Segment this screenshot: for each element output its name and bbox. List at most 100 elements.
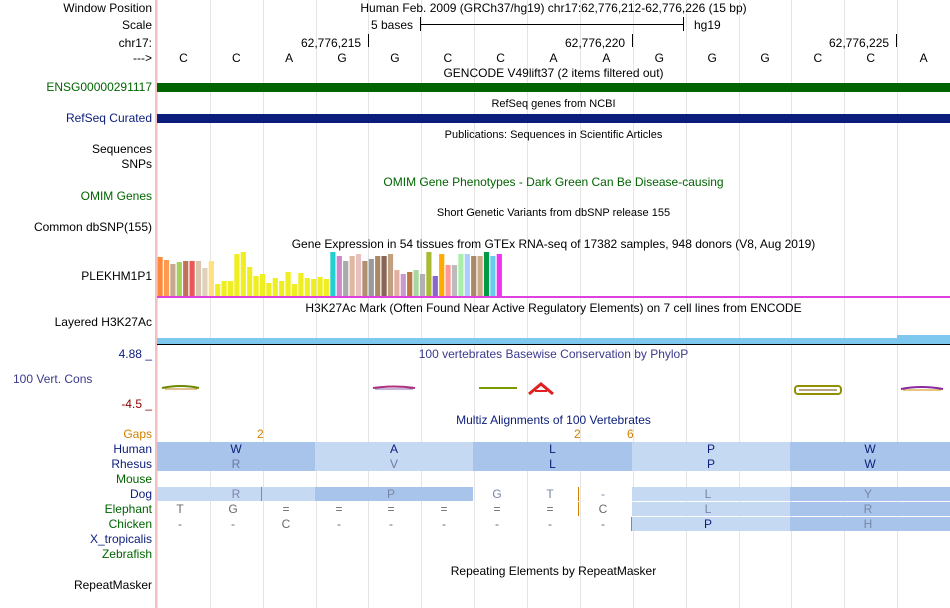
gencode-gene-bar[interactable] (157, 83, 950, 92)
gtex-bar-31[interactable] (349, 256, 355, 296)
gtex-bar-18[interactable] (266, 283, 272, 296)
gtex-bar-32[interactable] (355, 254, 362, 296)
ruler-position-2: 62,776,220 (565, 36, 626, 50)
gtex-bar-38[interactable] (394, 270, 400, 296)
gtex-bar-39[interactable] (400, 274, 406, 296)
gtex-bar-42[interactable] (419, 274, 426, 296)
gtex-bar-1[interactable] (157, 257, 163, 296)
gap-count-2: 2 (574, 427, 581, 441)
elephant-char-3: = (282, 502, 290, 516)
gtex-bar-21[interactable] (285, 272, 291, 296)
omim-track-title: OMIM Gene Phenotypes - Dark Green Can Be… (383, 175, 724, 189)
dog-codon-4 (632, 487, 790, 501)
human-codon-5 (790, 442, 950, 457)
species-label-rhesus[interactable]: Rhesus (111, 457, 152, 471)
cons-track-title: 100 vertebrates Basewise Conservation by… (418, 347, 689, 361)
gtex-bar-27[interactable] (323, 279, 330, 296)
elephant-char-5: = (387, 502, 395, 516)
gencode-gene-label[interactable]: ENSG00000291117 (46, 80, 152, 94)
gtex-bar-54[interactable] (496, 254, 502, 296)
human-aa-3: L (549, 442, 556, 456)
gtex-bar-44[interactable] (432, 276, 438, 296)
base-14: C (866, 51, 876, 65)
gtex-bar-4[interactable] (176, 262, 182, 296)
gtex-bar-22[interactable] (291, 284, 298, 296)
gtex-bar-34[interactable] (368, 259, 374, 296)
species-label-mouse[interactable]: Mouse (115, 472, 152, 486)
base-3: A (285, 51, 294, 65)
gtex-bar-14[interactable] (240, 252, 246, 296)
species-label-elephant[interactable]: Elephant (104, 502, 152, 516)
chicken-char-9: - (601, 517, 605, 531)
base-15: A (919, 51, 928, 65)
gtex-bar-chart[interactable] (157, 252, 557, 296)
species-label-chicken[interactable]: Chicken (108, 517, 152, 531)
gtex-bar-2[interactable] (163, 260, 170, 296)
gtex-bar-45[interactable] (439, 254, 445, 296)
elephant-char-10: L (704, 502, 712, 516)
scale-db: hg19 (694, 18, 721, 32)
elephant-char-4: = (335, 502, 343, 516)
gtex-bar-11[interactable] (221, 281, 227, 296)
gtex-bar-29[interactable] (336, 256, 342, 296)
dbsnp-track-title: Short Genetic Variants from dbSNP releas… (436, 207, 671, 219)
rhesus-aa-1: R (231, 457, 241, 471)
gtex-bar-49[interactable] (464, 254, 470, 296)
gtex-bar-41[interactable] (413, 270, 419, 296)
gtex-bar-10[interactable] (215, 284, 221, 296)
gtex-bar-51[interactable] (477, 256, 483, 296)
gtex-bar-35[interactable] (375, 256, 381, 296)
cons-logo-g1 (372, 385, 416, 390)
human-aa-5: W (864, 442, 876, 456)
rhesus-codon-2 (315, 457, 473, 471)
gtex-bar-5[interactable] (183, 261, 189, 296)
dog-aa-6: L (704, 487, 712, 501)
insert-marker-2 (578, 487, 579, 501)
refseq-gene-bar[interactable] (157, 114, 950, 123)
gtex-bar-9[interactable] (208, 261, 214, 296)
refseq-label[interactable]: RefSeq Curated (65, 111, 152, 125)
gtex-bar-3[interactable] (170, 264, 176, 296)
gtex-bar-36[interactable] (381, 256, 387, 296)
refseq-track-title: RefSeq genes from NCBI (491, 98, 616, 110)
window-position-label: Window Position (63, 1, 152, 15)
gtex-bar-50[interactable] (471, 256, 477, 296)
gtex-bar-46[interactable] (445, 265, 451, 296)
omim-label: OMIM Genes (80, 189, 152, 203)
species-label-dog[interactable]: Dog (129, 487, 152, 501)
gtex-bar-33[interactable] (362, 261, 368, 296)
gtex-bar-20[interactable] (279, 281, 285, 296)
gtex-bar-16[interactable] (253, 276, 259, 296)
gtex-bar-28[interactable] (330, 252, 336, 296)
rhesus-aa-3: L (549, 457, 556, 471)
gtex-bar-53[interactable] (490, 256, 496, 296)
gtex-bar-30[interactable] (343, 261, 349, 296)
species-label-zebrafish[interactable]: Zebrafish (101, 547, 152, 561)
gtex-bar-23[interactable] (298, 273, 304, 296)
gtex-bar-15[interactable] (247, 267, 253, 296)
gtex-bar-25[interactable] (311, 279, 317, 296)
gtex-bar-48[interactable] (458, 254, 464, 296)
gtex-bar-19[interactable] (272, 278, 278, 296)
gtex-bar-40[interactable] (407, 272, 413, 296)
gtex-bar-17[interactable] (259, 274, 266, 296)
dog-codon-2 (315, 487, 473, 501)
gtex-bar-24[interactable] (304, 278, 310, 296)
gtex-bar-8[interactable] (202, 268, 208, 296)
gtex-bar-12[interactable] (227, 281, 234, 296)
gtex-bar-7[interactable] (195, 261, 202, 296)
gtex-bar-13[interactable] (234, 254, 240, 296)
species-label-human[interactable]: Human (113, 442, 152, 456)
gap-count-3: 6 (627, 427, 634, 441)
base-13: C (813, 51, 823, 65)
gtex-bar-47[interactable] (451, 265, 458, 296)
species-label-x-tropicalis[interactable]: X_tropicalis (89, 532, 152, 546)
gtex-bar-37[interactable] (387, 254, 394, 296)
gtex-bar-52[interactable] (483, 252, 490, 296)
gtex-bar-26[interactable] (317, 277, 323, 296)
cons-min-label: -4.5 _ (121, 397, 152, 411)
elephant-char-8: = (546, 502, 554, 516)
insert-marker-1 (261, 487, 262, 501)
gtex-bar-6[interactable] (189, 261, 195, 296)
gtex-bar-43[interactable] (426, 252, 432, 296)
